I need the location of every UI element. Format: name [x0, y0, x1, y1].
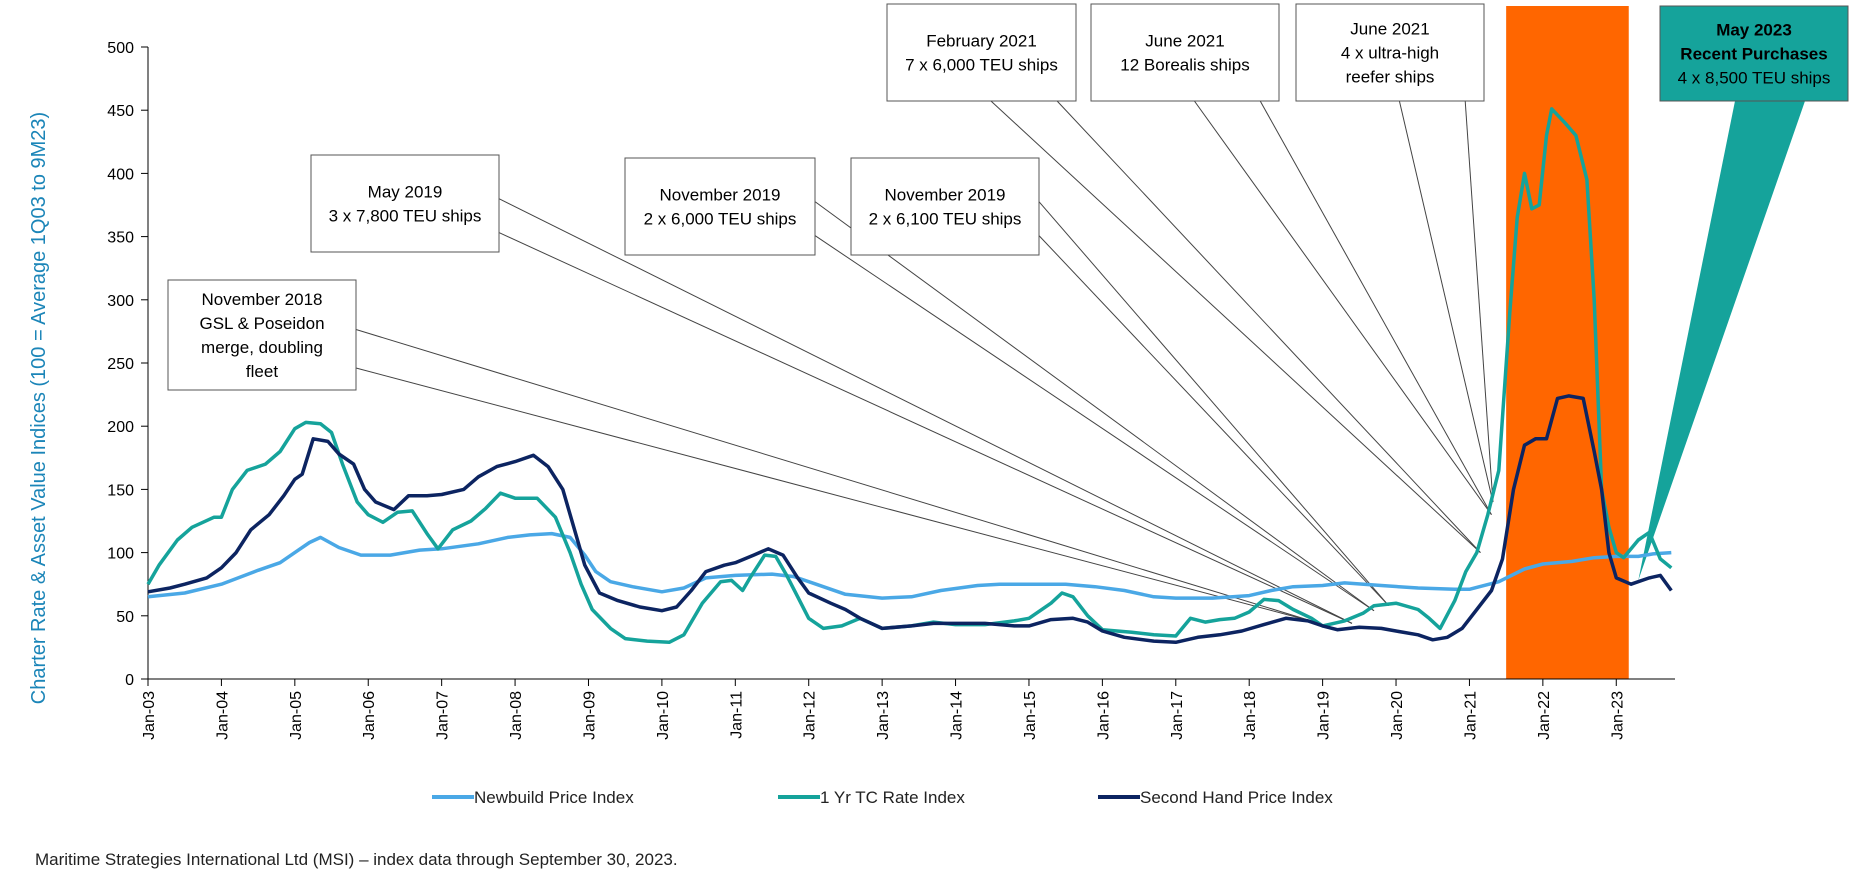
leader-line	[498, 232, 1353, 624]
series-lines	[146, 107, 1673, 645]
highlight-rect	[1506, 6, 1629, 679]
annotation-box	[167, 279, 357, 391]
leader-line	[1038, 201, 1390, 607]
legend-label: Second Hand Price Index	[1140, 788, 1333, 807]
x-tick-label: Jan-12	[802, 691, 819, 740]
y-tick-label: 100	[107, 546, 134, 563]
annotation-text: November 2019	[885, 186, 1006, 205]
y-tick-label: 200	[107, 419, 134, 436]
x-tick-label: Jan-19	[1316, 691, 1333, 740]
annotation-box	[850, 157, 1040, 256]
x-tick-label: Jan-23	[1609, 691, 1626, 740]
y-tick-label: 400	[107, 166, 134, 183]
x-tick-label: Jan-13	[875, 691, 892, 740]
annotation-text: 2 x 6,000 TEU ships	[644, 210, 797, 229]
series-line	[147, 394, 1673, 645]
x-tick-label: Jan-10	[655, 691, 672, 740]
annotation-text: May 2019	[368, 183, 443, 202]
annotation-box	[1090, 3, 1280, 102]
leader-line	[1464, 100, 1494, 503]
annotation-box	[1659, 5, 1849, 102]
y-axis: 0 50 100 150 200 250 300 350 400 450 500	[107, 40, 149, 689]
annotation-text: 3 x 7,800 TEU ships	[329, 207, 482, 226]
x-tick-label: Jan-21	[1462, 691, 1479, 740]
callout-pointer	[1638, 101, 1805, 581]
annotation-text: 12 Borealis ships	[1120, 56, 1249, 75]
leader-line	[1398, 100, 1494, 503]
x-tick-label: Jan-05	[288, 691, 305, 740]
leader-line	[355, 367, 1316, 623]
y-tick-label: 250	[107, 356, 134, 373]
annotation-text: merge, doubling	[201, 338, 323, 357]
x-tick-label: Jan-08	[508, 691, 525, 740]
y-tick-label: 500	[107, 40, 134, 57]
y-axis-label: Charter Rate & Asset Value Indices (100 …	[28, 112, 50, 704]
leader-line	[990, 100, 1481, 553]
annotation-text: 4 x 8,500 TEU ships	[1678, 69, 1831, 88]
x-tick-label: Jan-09	[581, 691, 598, 740]
x-tick-label: Jan-06	[361, 691, 378, 740]
annotation-text: 4 x ultra-high	[1341, 44, 1439, 63]
x-tick-label: Jan-17	[1169, 691, 1186, 740]
annotation-text: GSL & Poseidon	[199, 314, 324, 333]
annotation-text: June 2021	[1350, 20, 1429, 39]
annotation-box	[1295, 3, 1485, 102]
x-tick-label: Jan-14	[949, 691, 966, 740]
leader-line	[814, 235, 1375, 612]
legend: Newbuild Price Index 1 Yr TC Rate Index Se…	[432, 788, 1333, 807]
annotation-text: November 2019	[660, 186, 781, 205]
annotation-text: Recent Purchases	[1680, 45, 1827, 64]
legend-label: Newbuild Price Index	[474, 788, 634, 807]
leader-line	[355, 329, 1316, 623]
annotation-text: 2 x 6,100 TEU ships	[869, 210, 1022, 229]
annotation-text: May 2023	[1716, 21, 1792, 40]
annotation-box	[624, 157, 816, 256]
x-axis: Jan-03 Jan-04 Jan-05 Jan-06 Jan-07 Jan-08 Jan-…	[141, 678, 1675, 740]
y-tick-label: 0	[125, 672, 134, 689]
annotation-box	[310, 154, 500, 253]
annotation-box	[886, 3, 1077, 102]
footnote: Maritime Strategies International Ltd (M…	[35, 850, 678, 869]
y-tick-label: 50	[116, 609, 134, 626]
x-tick-label: Jan-20	[1389, 691, 1406, 740]
x-tick-label: Jan-03	[141, 691, 158, 740]
x-tick-label: Jan-16	[1095, 691, 1112, 740]
y-tick-label: 300	[107, 293, 134, 310]
y-tick-label: 350	[107, 230, 134, 247]
annotation-text: reefer ships	[1346, 68, 1435, 87]
legend-label: 1 Yr TC Rate Index	[820, 788, 965, 807]
x-tick-label: Jan-07	[435, 691, 452, 740]
x-tick-label: Jan-15	[1022, 691, 1039, 740]
x-tick-label: Jan-22	[1536, 691, 1553, 740]
annotation-text: June 2021	[1145, 32, 1224, 51]
x-tick-label: Jan-04	[214, 691, 231, 740]
x-tick-label: Jan-11	[728, 691, 745, 739]
leader-line	[498, 198, 1353, 624]
series-line	[147, 531, 1672, 600]
annotation-text: February 2021	[926, 32, 1037, 51]
highlight-region	[1506, 6, 1629, 679]
leader-line	[1038, 235, 1390, 607]
leader-line	[1056, 100, 1481, 553]
annotation-text: November 2018	[202, 290, 323, 309]
annotation-text: 7 x 6,000 TEU ships	[905, 56, 1058, 75]
annotation-text: fleet	[246, 362, 278, 381]
x-tick-label: Jan-18	[1242, 691, 1259, 740]
leader-line	[1193, 100, 1492, 515]
leader-line	[814, 201, 1375, 612]
annotations: November 2018 GSL & Poseidon merge, doubli…	[167, 3, 1849, 391]
y-tick-label: 150	[107, 482, 134, 499]
leader-line	[1259, 100, 1492, 515]
annotation-leaders	[355, 100, 1805, 624]
y-tick-label: 450	[107, 103, 134, 120]
